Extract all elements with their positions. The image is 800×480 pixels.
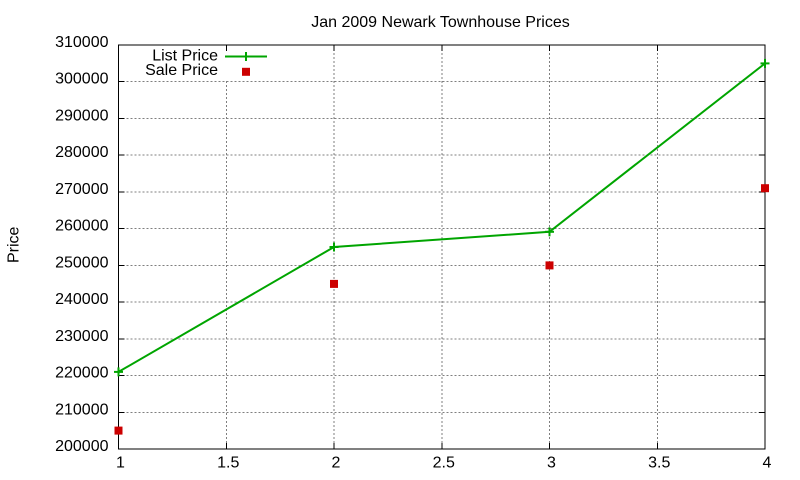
svg-text:290000: 290000	[55, 108, 108, 125]
svg-text:210000: 210000	[55, 401, 108, 418]
svg-text:230000: 230000	[55, 328, 108, 345]
svg-text:300000: 300000	[55, 71, 108, 88]
svg-text:220000: 220000	[55, 365, 108, 382]
svg-text:1.5: 1.5	[217, 454, 239, 471]
svg-text:4: 4	[763, 454, 772, 471]
svg-text:260000: 260000	[55, 218, 108, 235]
svg-text:2.5: 2.5	[433, 454, 455, 471]
svg-text:240000: 240000	[55, 291, 108, 308]
svg-text:Sale Price: Sale Price	[145, 62, 218, 79]
svg-text:1: 1	[116, 454, 125, 471]
svg-text:2: 2	[332, 454, 341, 471]
svg-text:3.5: 3.5	[648, 454, 670, 471]
svg-text:250000: 250000	[55, 254, 108, 271]
svg-text:Price: Price	[6, 226, 23, 263]
svg-text:200000: 200000	[55, 438, 108, 455]
svg-text:3: 3	[547, 454, 556, 471]
svg-text:280000: 280000	[55, 144, 108, 161]
svg-text:270000: 270000	[55, 181, 108, 198]
svg-text:310000: 310000	[55, 34, 108, 51]
svg-text:Jan 2009 Newark Townhouse Pric: Jan 2009 Newark Townhouse Prices	[311, 14, 570, 31]
svg-text:List Price: List Price	[152, 48, 218, 65]
